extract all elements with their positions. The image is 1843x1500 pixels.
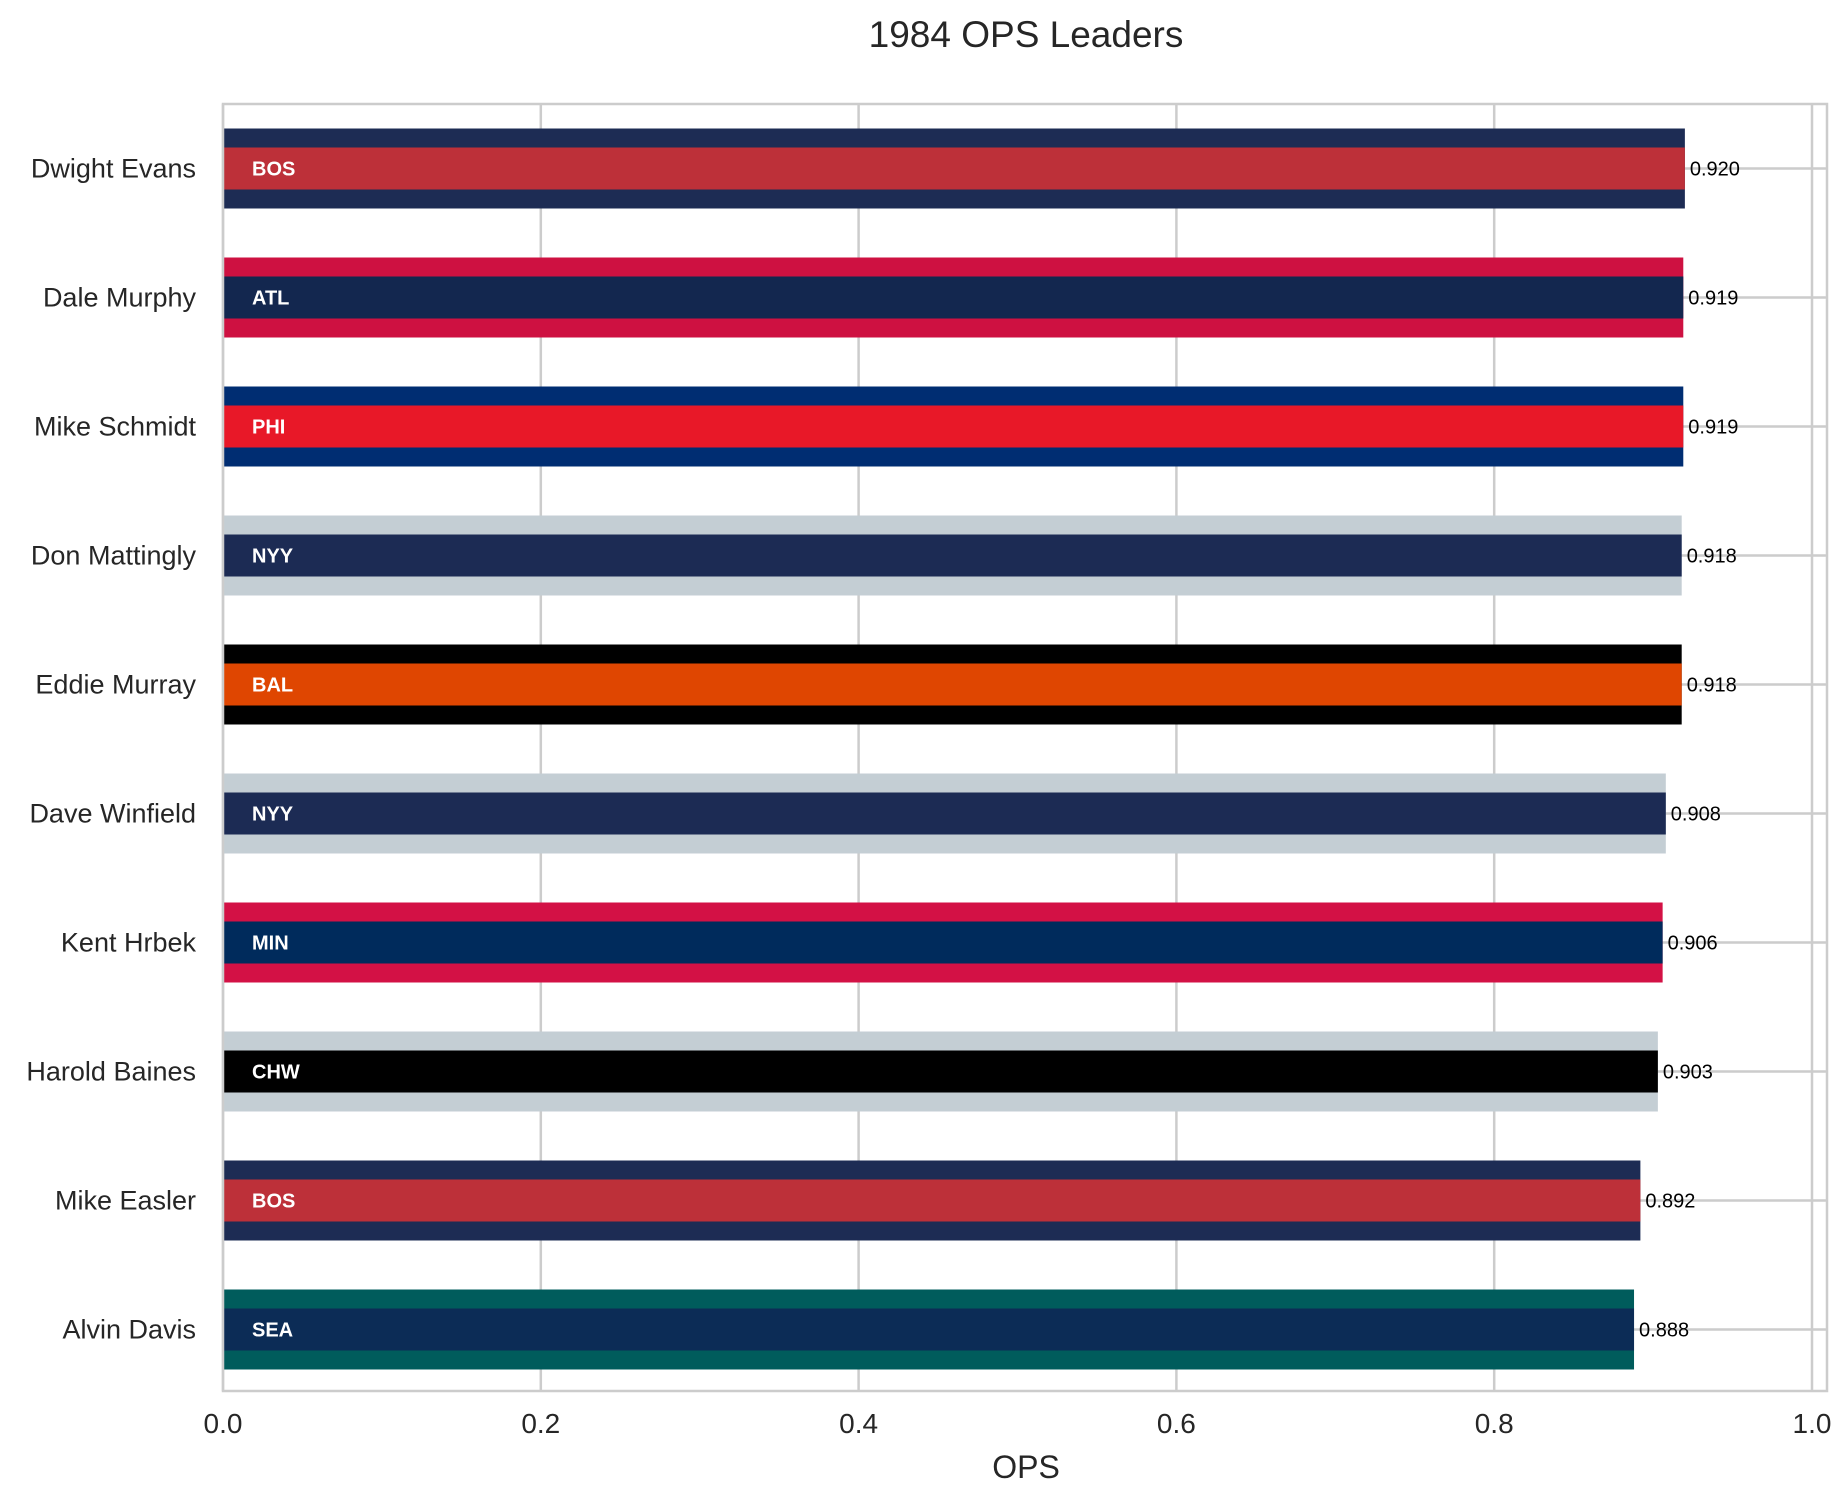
bar-inner-bos	[223, 1179, 1641, 1222]
labels-layer: 0.0 0.2 0.4 0.6 0.8 1.0 Dwight Evans BOS 0.920 Da…	[26, 154, 1831, 1440]
team-label: BAL	[252, 675, 293, 697]
category-label: Mike Easler	[55, 1186, 196, 1216]
team-label: PHI	[252, 417, 285, 439]
bar-inner-atl	[223, 276, 1684, 319]
value-label: 0.908	[1671, 804, 1721, 826]
category-label: Kent Hrbek	[61, 928, 197, 958]
category-label: Don Mattingly	[31, 541, 197, 571]
x-tick-label: 0.4	[839, 1408, 878, 1439]
category-label: Eddie Murray	[35, 670, 196, 700]
bar-inner-nyy	[223, 792, 1666, 835]
team-label: ATL	[252, 288, 289, 310]
category-label: Dwight Evans	[31, 154, 196, 184]
x-axis-label: OPS	[992, 1449, 1060, 1485]
category-label: Harold Baines	[26, 1057, 196, 1087]
value-label: 0.906	[1668, 933, 1718, 955]
bar-inner-min	[223, 921, 1663, 964]
value-label: 0.919	[1688, 417, 1738, 439]
category-label: Mike Schmidt	[34, 412, 197, 442]
chart-title: 1984 OPS Leaders	[869, 14, 1184, 55]
bar-inner-chw	[223, 1050, 1658, 1093]
value-label: 0.918	[1687, 675, 1737, 697]
team-label: NYY	[252, 546, 294, 568]
x-tick-label: 0.8	[1475, 1408, 1514, 1439]
bar-inner-phi	[223, 405, 1684, 448]
team-label: BOS	[252, 159, 295, 181]
x-tick-label: 1.0	[1793, 1408, 1832, 1439]
category-label: Dave Winfield	[29, 799, 196, 829]
value-label: 0.903	[1663, 1062, 1713, 1084]
plot-frame	[221, 102, 1829, 1393]
x-tick-label: 0.6	[1157, 1408, 1196, 1439]
team-label: SEA	[252, 1320, 293, 1342]
bars-layer	[223, 128, 1685, 1370]
team-label: BOS	[252, 1191, 295, 1213]
x-tick-label: 0.0	[204, 1408, 243, 1439]
value-label: 0.919	[1688, 288, 1738, 310]
bar-inner-bos	[223, 147, 1685, 190]
value-label: 0.920	[1690, 159, 1740, 181]
bar-inner-sea	[223, 1308, 1635, 1351]
team-label: MIN	[252, 933, 289, 955]
team-label: NYY	[252, 804, 294, 826]
value-label: 0.918	[1687, 546, 1737, 568]
bar-inner-nyy	[223, 534, 1682, 577]
value-label: 0.892	[1645, 1191, 1695, 1213]
bar-inner-bal	[223, 663, 1682, 706]
value-label: 0.888	[1639, 1320, 1689, 1342]
category-label: Alvin Davis	[62, 1315, 196, 1345]
team-label: CHW	[252, 1062, 300, 1084]
category-label: Dale Murphy	[43, 283, 197, 313]
x-tick-label: 0.2	[521, 1408, 560, 1439]
